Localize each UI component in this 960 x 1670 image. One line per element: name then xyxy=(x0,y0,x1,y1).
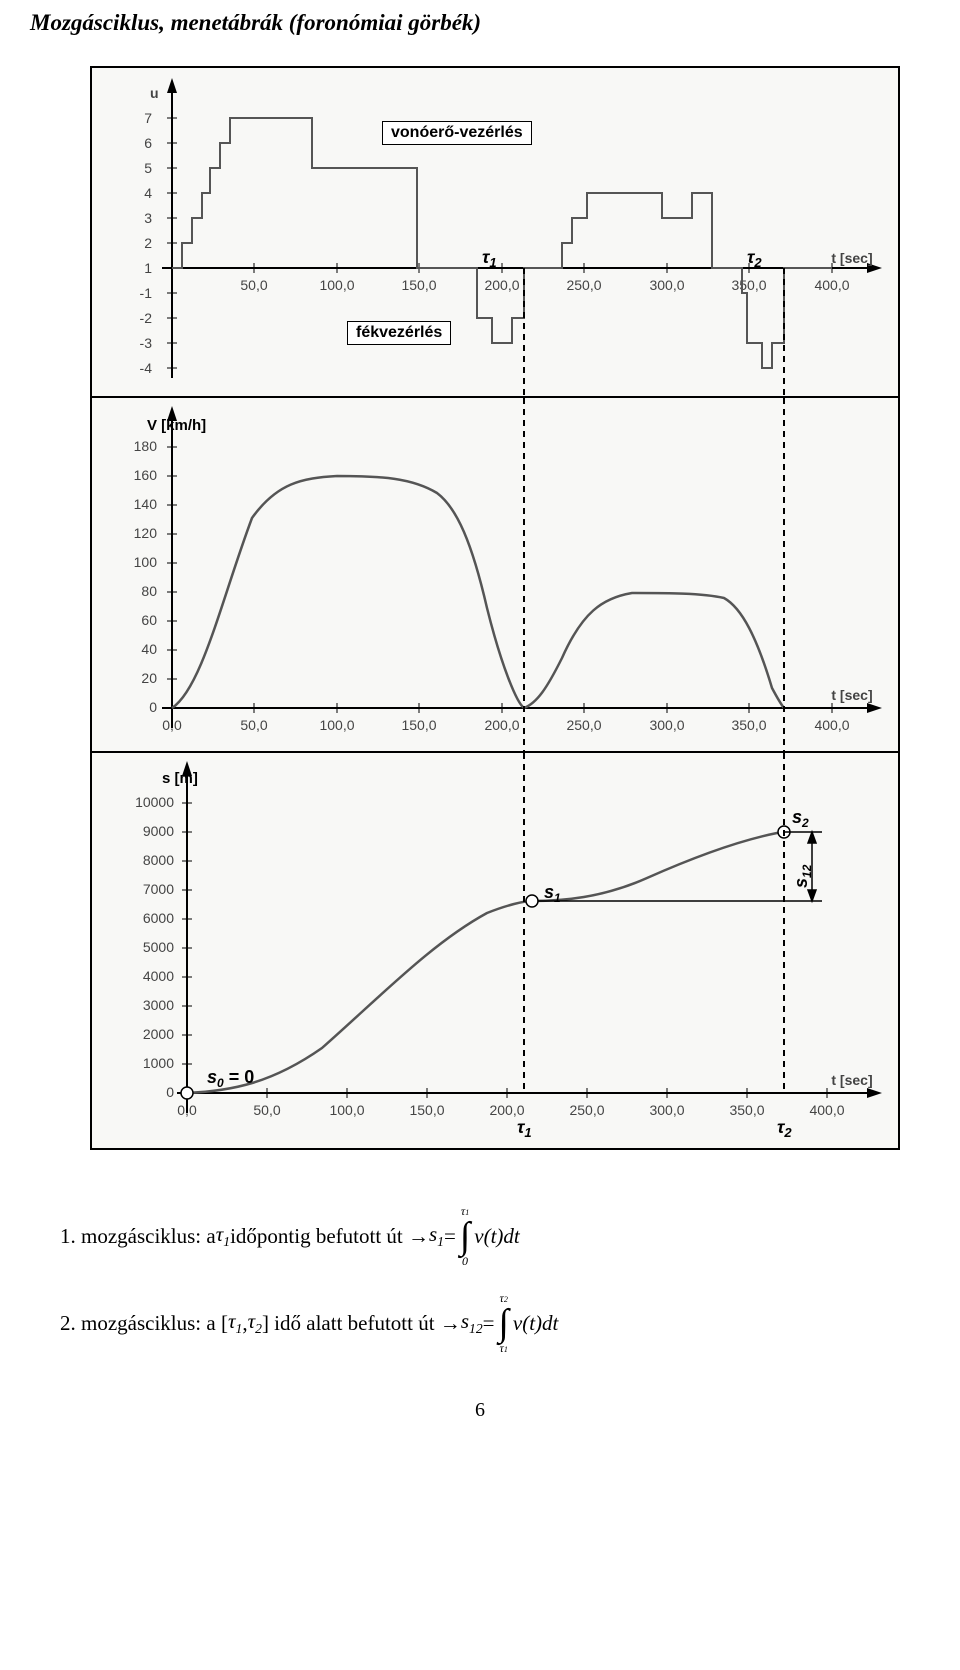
svg-text:0,0: 0,0 xyxy=(162,717,182,733)
svg-text:400,0: 400,0 xyxy=(814,277,849,293)
svg-text:2: 2 xyxy=(144,235,152,251)
svg-text:t [sec]: t [sec] xyxy=(831,1072,872,1088)
svg-text:-2: -2 xyxy=(140,310,153,326)
page-number: 6 xyxy=(30,1399,930,1422)
svg-text:60: 60 xyxy=(141,612,157,628)
svg-text:120: 120 xyxy=(134,525,158,541)
svg-text:s12: s12 xyxy=(791,864,814,888)
svg-text:50,0: 50,0 xyxy=(253,1102,280,1118)
svg-text:250,0: 250,0 xyxy=(566,277,601,293)
svg-text:100,0: 100,0 xyxy=(329,1102,364,1118)
svg-text:3: 3 xyxy=(144,210,152,226)
svg-text:200,0: 200,0 xyxy=(489,1102,524,1118)
svg-text:150,0: 150,0 xyxy=(409,1102,444,1118)
svg-text:10000: 10000 xyxy=(135,794,174,810)
svg-text:150,0: 150,0 xyxy=(401,277,436,293)
svg-text:7000: 7000 xyxy=(143,881,174,897)
svg-text:s1: s1 xyxy=(544,882,561,905)
svg-text:40: 40 xyxy=(141,641,157,657)
svg-text:400,0: 400,0 xyxy=(814,717,849,733)
svg-text:5000: 5000 xyxy=(143,939,174,955)
svg-text:150,0: 150,0 xyxy=(401,717,436,733)
svg-text:140: 140 xyxy=(134,496,158,512)
chart-s: s [m] 10000 9000 8000 7000 6000 5000 400… xyxy=(92,753,898,1148)
svg-text:80: 80 xyxy=(141,583,157,599)
chart-u: u 7 6 5 4 3 2 1 -1 -2 -3 -4 xyxy=(92,68,898,398)
svg-text:300,0: 300,0 xyxy=(649,1102,684,1118)
svg-text:200,0: 200,0 xyxy=(484,277,519,293)
panel-s: s [m] 10000 9000 8000 7000 6000 5000 400… xyxy=(92,753,898,1148)
page-title: Mozgásciklus, menetábrák (foronómiai gör… xyxy=(30,10,930,36)
math-line-1: 1. mozgásciklus: a τ1 időpontig befutott… xyxy=(60,1205,930,1267)
u-ylabel: u xyxy=(150,85,159,101)
svg-text:200,0: 200,0 xyxy=(484,717,519,733)
svg-text:50,0: 50,0 xyxy=(240,277,267,293)
panel-v: V [km/h] 180 160 140 120 100 80 60 40 20… xyxy=(92,398,898,753)
svg-text:100: 100 xyxy=(134,554,158,570)
svg-text:4: 4 xyxy=(144,185,152,201)
svg-text:s0 = 0: s0 = 0 xyxy=(207,1067,254,1090)
panel-u: u 7 6 5 4 3 2 1 -1 -2 -3 -4 xyxy=(92,68,898,398)
svg-text:350,0: 350,0 xyxy=(731,277,766,293)
svg-text:400,0: 400,0 xyxy=(809,1102,844,1118)
svg-text:6000: 6000 xyxy=(143,910,174,926)
svg-text:t [sec]: t [sec] xyxy=(831,250,872,266)
svg-text:250,0: 250,0 xyxy=(569,1102,604,1118)
svg-text:100,0: 100,0 xyxy=(319,277,354,293)
label-fek: fékvezérlés xyxy=(347,321,451,345)
svg-text:4000: 4000 xyxy=(143,968,174,984)
svg-text:5: 5 xyxy=(144,160,152,176)
svg-text:s [m]: s [m] xyxy=(162,770,198,787)
svg-text:8000: 8000 xyxy=(143,852,174,868)
label-vonoero: vonóerő-vezérlés xyxy=(382,121,532,145)
svg-text:τ1: τ1 xyxy=(482,247,497,270)
svg-text:V [km/h]: V [km/h] xyxy=(147,417,206,434)
svg-text:6: 6 xyxy=(144,135,152,151)
chart-v: V [km/h] 180 160 140 120 100 80 60 40 20… xyxy=(92,398,898,753)
svg-text:-4: -4 xyxy=(140,360,153,376)
svg-text:300,0: 300,0 xyxy=(649,717,684,733)
svg-text:0: 0 xyxy=(166,1084,174,1100)
svg-text:300,0: 300,0 xyxy=(649,277,684,293)
svg-text:t [sec]: t [sec] xyxy=(831,687,872,703)
svg-text:3000: 3000 xyxy=(143,997,174,1013)
svg-text:50,0: 50,0 xyxy=(240,717,267,733)
svg-text:160: 160 xyxy=(134,467,158,483)
math-block: 1. mozgásciklus: a τ1 időpontig befutott… xyxy=(60,1205,930,1354)
math-line-2: 2. mozgásciklus: a [ τ1 , τ2 ] idő alatt… xyxy=(60,1292,930,1354)
svg-text:0,0: 0,0 xyxy=(177,1102,197,1118)
svg-text:100,0: 100,0 xyxy=(319,717,354,733)
svg-text:-3: -3 xyxy=(140,335,153,351)
svg-text:9000: 9000 xyxy=(143,823,174,839)
svg-text:1000: 1000 xyxy=(143,1055,174,1071)
svg-text:τ1: τ1 xyxy=(517,1117,532,1140)
figure-container: u 7 6 5 4 3 2 1 -1 -2 -3 -4 xyxy=(90,66,900,1150)
svg-text:20: 20 xyxy=(141,670,157,686)
svg-text:τ2: τ2 xyxy=(777,1117,792,1140)
svg-text:s2: s2 xyxy=(792,807,809,830)
svg-text:180: 180 xyxy=(134,438,158,454)
svg-text:1: 1 xyxy=(144,260,152,276)
svg-text:350,0: 350,0 xyxy=(729,1102,764,1118)
svg-text:τ2: τ2 xyxy=(747,247,762,270)
svg-text:2000: 2000 xyxy=(143,1026,174,1042)
svg-text:-1: -1 xyxy=(140,285,153,301)
svg-text:350,0: 350,0 xyxy=(731,717,766,733)
svg-text:250,0: 250,0 xyxy=(566,717,601,733)
svg-text:0: 0 xyxy=(149,699,157,715)
svg-text:7: 7 xyxy=(144,110,152,126)
